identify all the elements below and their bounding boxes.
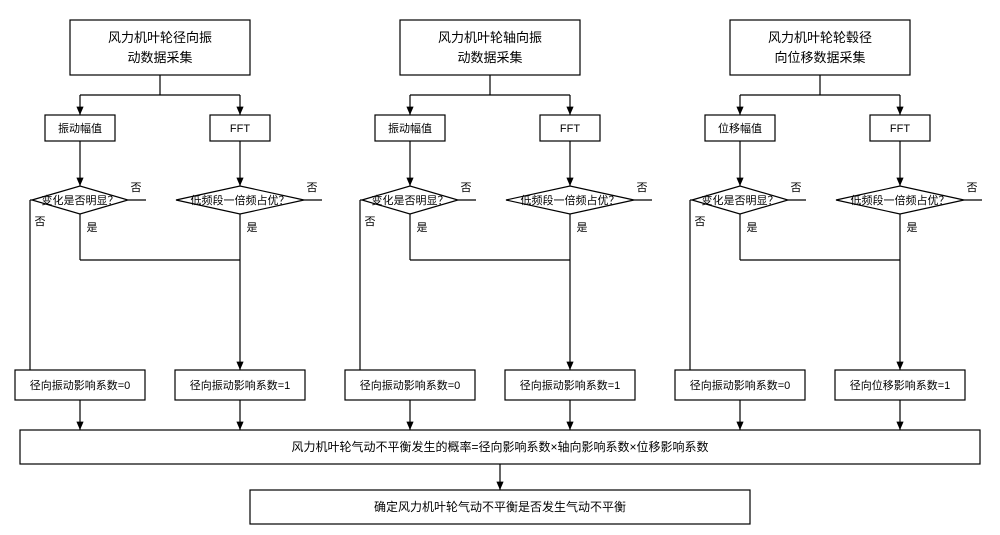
svg-text:FFT: FFT <box>560 123 580 135</box>
svg-text:否: 否 <box>461 182 472 194</box>
top-box-axial <box>400 20 580 75</box>
svg-text:否: 否 <box>307 182 318 194</box>
svg-text:风力机叶轮气动不平衡发生的概率=径向影响系数×轴向影响系数×: 风力机叶轮气动不平衡发生的概率=径向影响系数×轴向影响系数×位移影响系数 <box>291 439 708 454</box>
svg-text:低频段一倍频占优？: 低频段一倍频占优？ <box>521 193 620 207</box>
svg-text:风力机叶轮轴向振: 风力机叶轮轴向振 <box>438 30 542 45</box>
svg-text:是: 是 <box>87 221 98 234</box>
svg-text:否: 否 <box>365 216 376 228</box>
svg-text:是: 是 <box>577 221 588 234</box>
svg-text:否: 否 <box>791 182 802 194</box>
svg-text:动数据采集: 动数据采集 <box>127 50 192 65</box>
svg-text:是: 是 <box>747 221 758 234</box>
top-box-hub <box>730 20 910 75</box>
svg-text:FFT: FFT <box>230 123 250 135</box>
svg-text:径向振动影响系数=1: 径向振动影响系数=1 <box>190 378 291 392</box>
svg-text:风力机叶轮轮毂径: 风力机叶轮轮毂径 <box>768 30 872 45</box>
svg-text:变化是否明显？: 变化是否明显？ <box>372 193 449 207</box>
svg-text:位移幅值: 位移幅值 <box>718 121 762 135</box>
svg-text:径向振动影响系数=0: 径向振动影响系数=0 <box>690 378 791 392</box>
svg-text:径向位移影响系数=1: 径向位移影响系数=1 <box>850 378 951 392</box>
svg-text:否: 否 <box>35 216 46 228</box>
svg-text:变化是否明显？: 变化是否明显？ <box>42 193 119 207</box>
svg-text:径向振动影响系数=1: 径向振动影响系数=1 <box>520 378 621 392</box>
svg-text:FFT: FFT <box>890 123 910 135</box>
svg-text:是: 是 <box>247 221 258 234</box>
top-box-radial <box>70 20 250 75</box>
svg-text:变化是否明显？: 变化是否明显？ <box>702 193 779 207</box>
svg-text:确定风力机叶轮气动不平衡是否发生气动不平衡: 确定风力机叶轮气动不平衡是否发生气动不平衡 <box>374 499 626 514</box>
svg-text:向位移数据采集: 向位移数据采集 <box>774 50 865 65</box>
svg-text:是: 是 <box>907 221 918 234</box>
svg-text:动数据采集: 动数据采集 <box>457 50 522 65</box>
svg-text:否: 否 <box>967 182 978 194</box>
svg-text:径向振动影响系数=0: 径向振动影响系数=0 <box>360 378 461 392</box>
svg-text:风力机叶轮径向振: 风力机叶轮径向振 <box>108 30 212 45</box>
svg-text:振动幅值: 振动幅值 <box>58 121 102 135</box>
svg-text:低频段一倍频占优？: 低频段一倍频占优？ <box>851 193 950 207</box>
svg-text:径向振动影响系数=0: 径向振动影响系数=0 <box>30 378 131 392</box>
svg-text:否: 否 <box>131 182 142 194</box>
svg-text:低频段一倍频占优？: 低频段一倍频占优？ <box>191 193 290 207</box>
svg-text:是: 是 <box>417 221 428 234</box>
svg-text:振动幅值: 振动幅值 <box>388 121 432 135</box>
svg-text:否: 否 <box>637 182 648 194</box>
svg-text:否: 否 <box>695 216 706 228</box>
